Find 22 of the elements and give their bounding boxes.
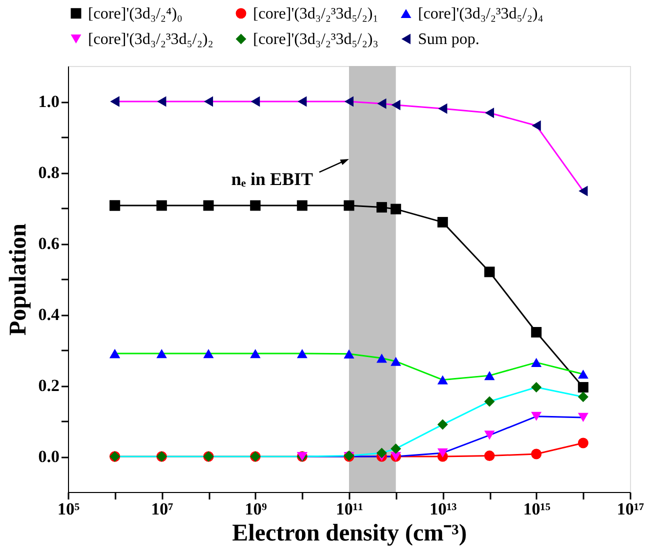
legend-label: Sum pop. [418, 31, 480, 48]
y-tick-label: 0.0 [38, 447, 60, 466]
y-tick-label: 0.6 [38, 234, 60, 253]
y-axis-title: Population [5, 223, 32, 336]
legend-label: [core]'(3d₃/₂³3d₅/₂)₁ [253, 5, 378, 22]
legend-label: [core]'(3d₃/₂³3d₅/₂)₂ [88, 31, 214, 48]
y-tick-label: 1.0 [38, 92, 60, 111]
x-tick-label: 10⁹ [244, 500, 267, 518]
y-tick-label: 0.4 [38, 305, 60, 324]
x-tick-label: 10¹³ [430, 500, 457, 518]
legend-label: [core]'(3d₃/₂³3d₅/₂)₃ [253, 31, 378, 48]
x-tick-label: 10⁷ [151, 500, 174, 518]
x-tick-label: 10¹⁷ [616, 500, 644, 518]
x-tick-label: 10¹¹ [336, 500, 364, 518]
y-tick-label: 0.8 [38, 163, 60, 182]
x-tick-label: 10¹⁵ [523, 500, 550, 518]
x-tick-label: 10⁵ [57, 500, 80, 518]
x-axis-title: Electron density (cm⁻³) [232, 520, 467, 546]
legend-label: [core]'(3d₃/₂⁴)₀ [88, 5, 182, 22]
y-tick-label: 0.2 [38, 376, 60, 395]
annotation: nₑ in EBIT [231, 169, 313, 189]
legend-label: [core]'(3d₃/₂³3d₅/₂)₄ [418, 6, 544, 22]
